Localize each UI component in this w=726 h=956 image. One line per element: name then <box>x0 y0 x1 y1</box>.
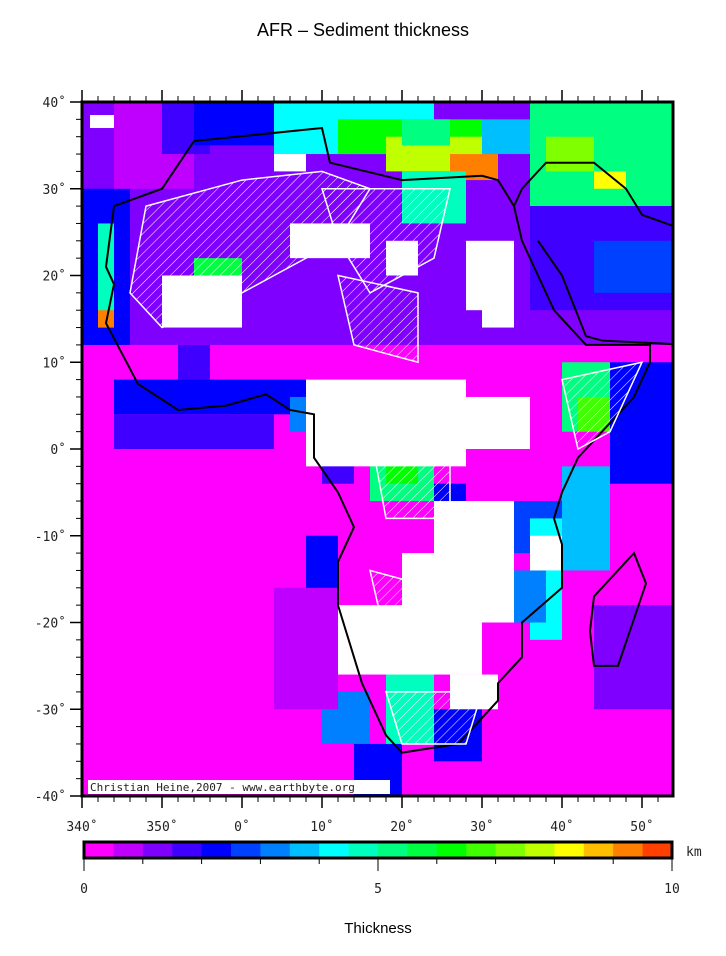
colorbar-swatch <box>260 842 291 858</box>
no-data-cell <box>274 154 306 172</box>
arabia-coastline <box>513 161 673 346</box>
lon-tick-label: 0˚ <box>234 819 250 835</box>
colorbar-swatch <box>495 842 526 858</box>
map-title: AFR – Sediment thickness <box>256 20 470 40</box>
lat-tick-label: -40˚ <box>35 789 66 805</box>
colorbar-swatch <box>348 842 379 858</box>
colorbar-swatch <box>231 842 261 858</box>
colorbar-label: Thickness <box>344 920 412 937</box>
coastlines <box>104 126 673 754</box>
lon-tick-label: 10˚ <box>310 819 333 835</box>
colorbar-swatch <box>113 842 144 858</box>
madagascar-coastline <box>588 551 648 667</box>
colorbar-swatch <box>466 842 497 858</box>
colorbar-swatch <box>407 842 438 858</box>
thickness-cell <box>114 414 274 449</box>
colorbar-swatch <box>525 842 555 858</box>
thickness-cell <box>594 240 673 293</box>
thickness-cell <box>562 466 610 571</box>
colorbar-tick-label: 10 <box>664 882 680 897</box>
lon-tick-label: 350˚ <box>146 819 177 835</box>
colorbar-swatch <box>583 842 614 858</box>
sedimentary-basin <box>320 188 451 294</box>
thickness-cell <box>274 587 338 710</box>
colorbar: 0 5 10 <box>80 840 680 897</box>
lat-tick-label: -30˚ <box>35 702 66 718</box>
no-data-cell <box>90 115 114 129</box>
sedimentary-basin <box>561 361 644 451</box>
no-data-cell <box>482 292 514 328</box>
lon-tick-label: 340˚ <box>66 819 97 835</box>
lon-tick-label: 50˚ <box>630 819 653 835</box>
lon-tick-label: 20˚ <box>390 819 413 835</box>
sedimentary-basin <box>337 274 419 364</box>
colorbar-swatch <box>642 842 673 858</box>
lat-tick-label: 30˚ <box>43 182 66 198</box>
lat-tick-label: -10˚ <box>35 529 66 545</box>
colorbar-swatch <box>142 842 173 858</box>
sedimentary-basin <box>129 170 372 329</box>
lat-tick-label: 10˚ <box>43 355 66 371</box>
sedimentary-basin <box>369 430 451 520</box>
lat-tick-label: 0˚ <box>50 442 66 458</box>
credit-text: Christian Heine,2007 - www.earthbyte.org <box>90 781 355 794</box>
lat-tick-label: 20˚ <box>43 269 66 285</box>
thickness-cell <box>482 119 530 155</box>
colorbar-tick-label: 5 <box>374 882 382 897</box>
africa-coastline <box>104 126 651 754</box>
lat-tick-label: 40˚ <box>43 95 66 111</box>
no-data-cell <box>466 396 530 449</box>
colorbar-swatch <box>201 842 232 858</box>
colorbar-unit: km <box>686 845 702 860</box>
thickness-cell <box>402 119 450 146</box>
colorbar-swatch <box>613 842 644 858</box>
colorbar-swatch <box>84 842 114 858</box>
sedimentary-basin <box>384 691 484 745</box>
lat-tick-label: -20˚ <box>35 616 66 632</box>
thickness-cell <box>594 171 626 189</box>
lon-tick-label: 30˚ <box>470 819 493 835</box>
colorbar-swatch <box>554 842 585 858</box>
thickness-cell <box>178 344 210 380</box>
thickness-cell <box>546 136 594 172</box>
colorbar-tick-label: 0 <box>80 882 88 897</box>
no-data-cell <box>434 501 514 623</box>
colorbar-swatch <box>319 842 350 858</box>
colorbar-swatch <box>289 842 320 858</box>
map-axes: 40˚ 30˚ 20˚ 10˚ 0˚ -10˚ -20˚ -30˚ -40˚340˚ 350˚ 0˚… <box>35 90 659 835</box>
lon-tick-label: 40˚ <box>550 819 573 835</box>
credit-box <box>88 780 390 794</box>
colorbar-swatch <box>436 842 467 858</box>
no-data-cell <box>530 535 562 571</box>
colorbar-swatch <box>378 842 408 858</box>
colorbar-swatch <box>172 842 203 858</box>
sedimentary-basin <box>368 569 435 659</box>
